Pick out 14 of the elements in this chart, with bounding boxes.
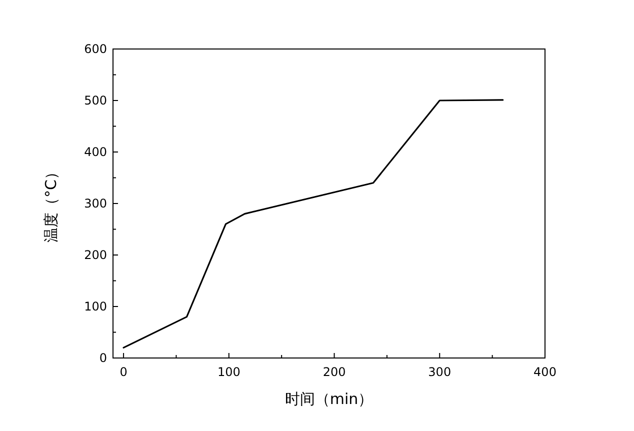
- y-tick-label: 500: [84, 94, 107, 108]
- y-tick-label: 0: [99, 351, 107, 365]
- y-axis-title: 温度（°C）: [42, 164, 60, 242]
- x-tick-label: 400: [534, 365, 556, 379]
- x-tick-label: 100: [217, 365, 240, 379]
- y-tick-label: 600: [84, 42, 107, 56]
- y-tick-label: 100: [84, 300, 107, 314]
- y-tick-label: 200: [84, 248, 107, 262]
- y-tick-label: 400: [84, 145, 107, 159]
- x-tick-label: 0: [120, 365, 128, 379]
- x-axis-title: 时间（min）: [284, 390, 374, 408]
- y-tick-label: 300: [84, 196, 107, 210]
- x-tick-label: 300: [428, 365, 452, 379]
- x-tick-label: 200: [322, 365, 346, 379]
